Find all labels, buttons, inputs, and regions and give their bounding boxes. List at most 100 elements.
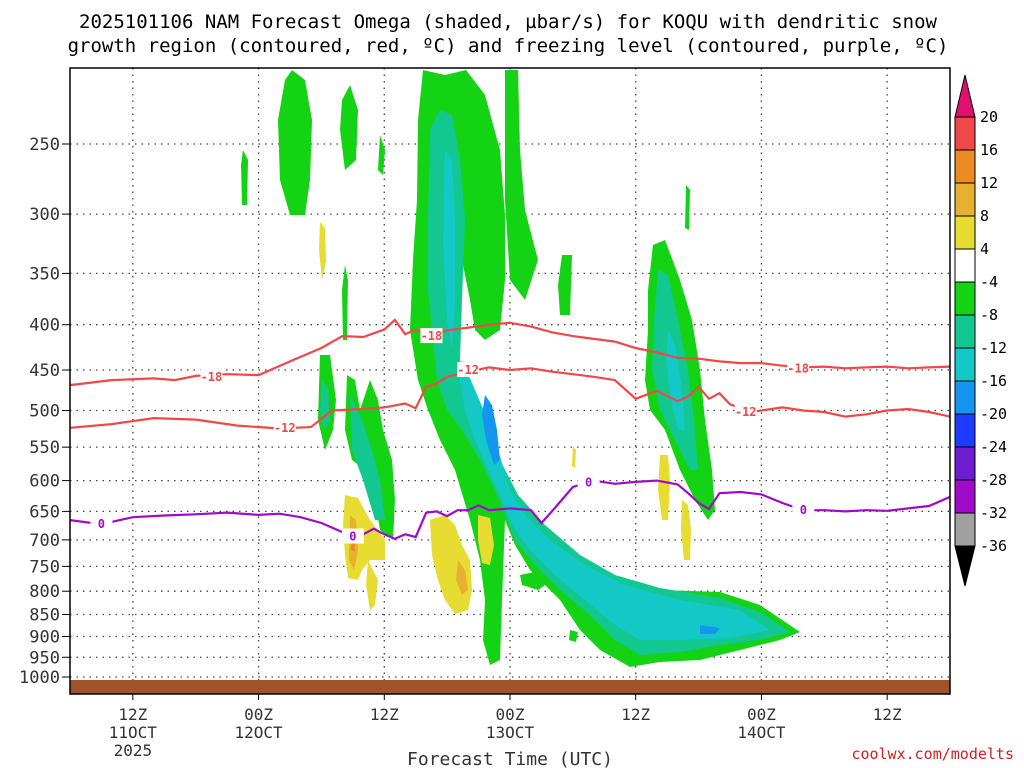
colorbar-swatch	[954, 149, 976, 184]
contour-label-bg	[341, 528, 364, 544]
colorbar-swatch	[954, 446, 976, 481]
y-tick-label: 500	[29, 402, 60, 422]
omega-region-gold	[456, 560, 468, 595]
contour-label: 0	[800, 503, 807, 517]
y-tick-label: 600	[29, 472, 60, 492]
omega-region-cyan	[443, 150, 455, 350]
omega-region-yellow	[572, 446, 576, 468]
temperature-contours: -18 -18 -18 -12 -12 -12 0 0 0 0	[70, 318, 950, 544]
y-tick-label: 750	[29, 557, 60, 577]
title-line-1: 2025101106 NAM Forecast Omega (shaded, µ…	[79, 11, 937, 33]
colorbar-tick-label: 8	[980, 207, 989, 225]
contour-label: -12	[457, 363, 479, 377]
y-tick-label: 300	[29, 205, 60, 225]
colorbar-swatch	[954, 248, 976, 283]
omega-region-cyan	[460, 360, 770, 640]
colorbar-tick-label: -16	[980, 372, 1007, 390]
x-tick-label: 2025	[114, 741, 153, 760]
contour-label: -12	[274, 421, 296, 435]
x-axis-label: Forecast Time (UTC)	[407, 749, 613, 768]
colorbar-tick-label: -24	[980, 438, 1007, 456]
omega-region-green	[569, 630, 578, 642]
omega-region-green	[520, 572, 545, 590]
omega-region-green	[241, 150, 248, 205]
colorbar-tick-label: -20	[980, 405, 1007, 423]
colorbar-tick-label: -8	[980, 306, 998, 324]
contour-label-bg	[200, 368, 223, 384]
omega-region-teal	[350, 395, 385, 520]
y-tick-label: 350	[29, 264, 60, 284]
y-tick-label: 1000	[19, 668, 60, 688]
colorbar-swatch	[954, 413, 976, 448]
contour-label: 0	[349, 530, 356, 544]
omega-shading	[241, 70, 800, 667]
contour-label-bg	[273, 419, 296, 435]
contour-label-bg	[787, 360, 810, 376]
contour-line	[70, 366, 950, 430]
contour-label: -18	[421, 329, 443, 343]
x-tick-label: 12Z	[873, 705, 902, 724]
contour-label-bg	[734, 404, 757, 420]
x-tick-label: 00Z	[747, 705, 776, 724]
credit-text: coolwx.com/modelts	[851, 745, 1014, 763]
y-tick-label: 400	[29, 316, 60, 336]
colorbar-swatch	[954, 512, 976, 547]
omega-region-green	[378, 135, 385, 175]
colorbar: 20 16 12 8 4 -4 -8 -12 -16 -20 -24 -28 -32 -36	[954, 74, 1007, 587]
x-tick-label: 12Z	[621, 705, 650, 724]
colorbar-swatch	[954, 281, 976, 316]
omega-region-yellow	[478, 515, 494, 565]
colorbar-swatch	[954, 215, 976, 250]
colorbar-tick-label: 4	[980, 240, 989, 258]
contour-label-bg	[457, 361, 480, 377]
omega-region-green	[558, 255, 572, 315]
colorbar-tick-label: 12	[980, 174, 998, 192]
colorbar-tick-label: -32	[980, 504, 1007, 522]
y-tick-label: 850	[29, 606, 60, 626]
y-tick-label: 650	[29, 502, 60, 522]
y-tick-label: 550	[29, 438, 60, 458]
colorbar-tick-label: 16	[980, 141, 998, 159]
omega-region-green	[342, 265, 348, 340]
colorbar-swatch	[954, 314, 976, 349]
omega-region-green	[505, 70, 538, 300]
omega-region-yellow	[681, 500, 691, 560]
contour-line	[70, 318, 950, 387]
colorbar-arrow-bottom	[954, 545, 976, 587]
omega-region-yellow	[366, 560, 378, 610]
x-tick-label: 00Z	[496, 705, 525, 724]
chart-title: 2025101106 NAM Forecast Omega (shaded, µ…	[68, 11, 949, 57]
colorbar-tick-label: -4	[980, 273, 998, 291]
contour-label-bg	[420, 328, 443, 344]
x-tick-label: 13OCT	[486, 723, 535, 742]
contour-line	[70, 479, 950, 540]
contour-label-bg	[792, 502, 815, 518]
colorbar-swatch	[954, 347, 976, 382]
contour-label: -12	[735, 405, 757, 419]
ground-surface	[70, 680, 950, 694]
omega-region-yellow	[430, 515, 472, 614]
contour-label: 0	[585, 476, 592, 490]
contour-label-bg	[577, 474, 600, 490]
y-tick-label: 450	[29, 361, 60, 381]
contour-label: -18	[201, 370, 223, 384]
omega-region-yellow	[319, 222, 326, 280]
colorbar-tick-label: -36	[980, 537, 1007, 555]
x-tick-label: 12OCT	[234, 723, 283, 742]
contour-label: 0	[98, 517, 105, 531]
omega-region-green	[340, 85, 358, 170]
omega-region-green	[685, 185, 690, 230]
x-tick-label: 14OCT	[737, 723, 786, 742]
x-tick-label: 12Z	[118, 705, 147, 724]
colorbar-swatch	[954, 380, 976, 415]
contour-label: -18	[787, 361, 809, 375]
x-tick-label: 12Z	[370, 705, 399, 724]
colorbar-swatch	[954, 479, 976, 514]
colorbar-tick-label: -28	[980, 471, 1007, 489]
colorbar-tick-label: -12	[980, 339, 1007, 357]
omega-region-blue	[700, 625, 720, 634]
x-tick-label: 11OCT	[109, 723, 158, 742]
omega-region-yellow	[658, 455, 670, 520]
